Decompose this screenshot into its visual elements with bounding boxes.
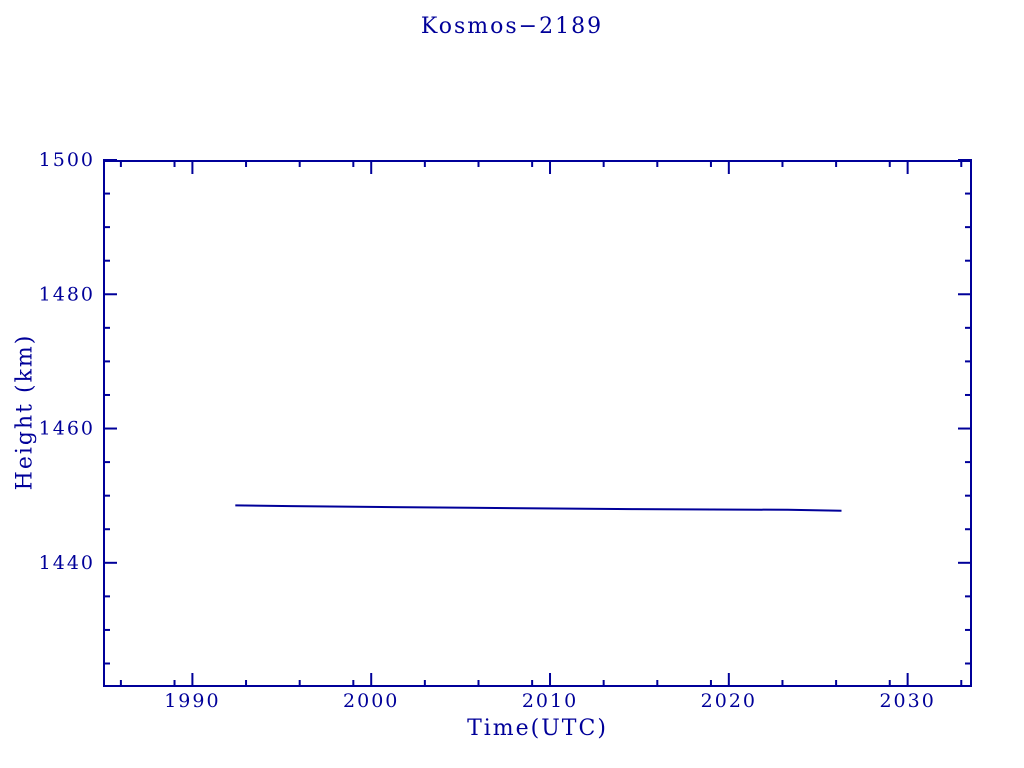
x-tick-label: 2000 xyxy=(343,690,399,712)
x-tick-label: 2020 xyxy=(701,690,757,712)
chart-title: Kosmos−2189 xyxy=(420,14,604,39)
y-tick-label: 1440 xyxy=(39,552,95,574)
x-axis-label: Time(UTC) xyxy=(467,716,608,741)
y-tick-label: 1500 xyxy=(39,149,95,171)
x-tick-label: 1990 xyxy=(164,690,220,712)
x-tick-label: 2010 xyxy=(522,690,578,712)
y-tick-label: 1480 xyxy=(39,283,95,305)
x-tick-label: 2030 xyxy=(879,690,935,712)
data-line xyxy=(235,504,842,512)
y-tick-label: 1460 xyxy=(39,418,95,440)
plot-border xyxy=(103,160,972,687)
